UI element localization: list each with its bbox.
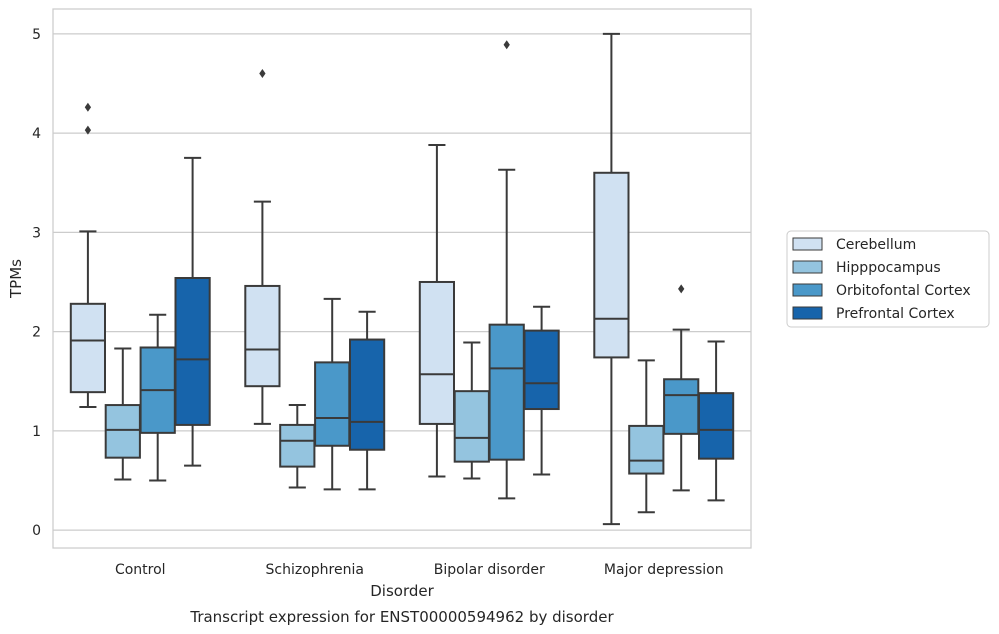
legend-swatch <box>792 306 823 320</box>
box-group <box>523 305 560 476</box>
legend-swatch <box>792 283 823 297</box>
iqr-box <box>628 424 665 475</box>
box-group <box>69 102 107 409</box>
iqr-box <box>314 361 351 447</box>
chart-title: Transcript expression for ENST0000059496… <box>189 608 614 626</box>
y-tick-label: 0 <box>32 523 41 539</box>
iqr-box <box>523 329 560 411</box>
iqr-box <box>697 392 735 460</box>
outlier-point <box>84 102 92 112</box>
iqr-box <box>348 338 386 451</box>
outlier-point <box>678 284 685 294</box>
outlier-point <box>503 40 510 50</box>
iqr-box <box>69 302 107 394</box>
legend-frame <box>786 230 990 328</box>
iqr-box <box>663 378 700 435</box>
x-tick-label: Schizophrenia <box>266 562 364 578</box>
boxes <box>69 32 735 526</box>
box-group <box>174 156 211 467</box>
plot-frame <box>52 8 752 549</box>
y-tick-label: 2 <box>32 325 41 341</box>
box-group <box>697 340 735 502</box>
y-axis-label: TPMs <box>7 259 25 299</box>
legend-item: Orbitofontal Cortex <box>792 283 971 299</box>
x-tick-label: Control <box>115 562 166 578</box>
y-tick-label: 3 <box>32 225 41 241</box>
legend-label: Orbitofontal Cortex <box>836 283 971 299</box>
iqr-box <box>174 277 211 426</box>
y-tick-label: 5 <box>32 27 41 43</box>
box-group <box>593 32 630 526</box>
legend: Cerebellum Hipppocampus Orbitofontal Corte… <box>786 230 990 328</box>
legend-label: Prefrontal Cortex <box>836 306 955 322</box>
x-tick-label: Bipolar disorder <box>434 562 545 578</box>
legend-swatch <box>792 260 823 274</box>
outlier-point <box>84 125 92 135</box>
iqr-box <box>279 423 316 468</box>
x-tick-labels: Control Schizophrenia Bipolar disorder Majo… <box>115 562 724 578</box>
outlier-point <box>259 69 266 79</box>
legend-label: Hipppocampus <box>836 260 941 276</box>
legend-label: Cerebellum <box>836 237 916 253</box>
box-group <box>418 143 456 478</box>
x-axis-label: Disorder <box>370 582 434 600</box>
iqr-box <box>244 284 281 388</box>
iqr-box <box>593 171 630 359</box>
iqr-box <box>453 390 490 463</box>
iqr-box <box>488 323 525 461</box>
x-tick-label: Major depression <box>604 562 724 578</box>
legend-item: Cerebellum <box>792 237 916 253</box>
box-group <box>453 341 490 480</box>
box-group <box>244 69 281 425</box>
legend-item: Prefrontal Cortex <box>792 306 955 322</box>
box-group <box>348 310 386 491</box>
y-tick-labels: 0 1 2 3 4 5 <box>32 27 41 539</box>
legend-item: Hipppocampus <box>792 260 941 276</box>
y-tick-label: 4 <box>32 126 41 142</box>
y-tick-label: 1 <box>32 424 41 440</box>
box-group <box>628 359 665 514</box>
iqr-box <box>418 280 456 425</box>
iqr-box <box>104 404 141 459</box>
legend-swatch <box>792 237 823 251</box>
